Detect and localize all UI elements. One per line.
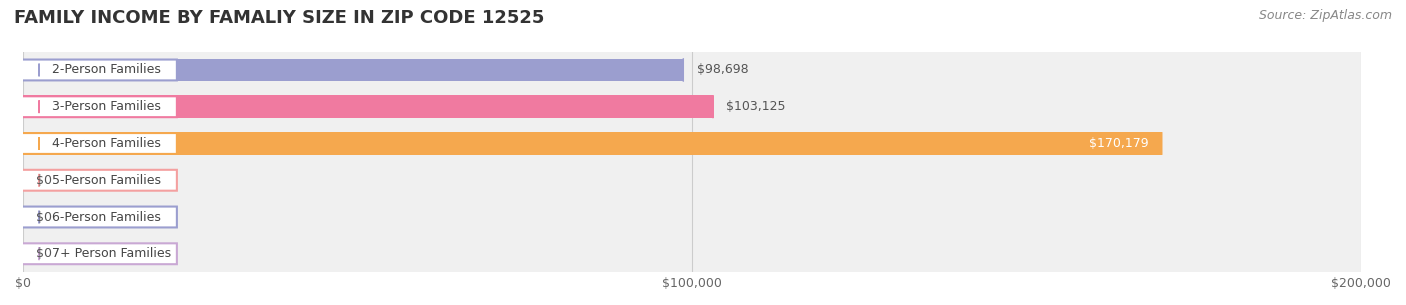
- Bar: [22, 199, 1361, 235]
- FancyBboxPatch shape: [15, 96, 177, 117]
- Text: FAMILY INCOME BY FAMALIY SIZE IN ZIP CODE 12525: FAMILY INCOME BY FAMALIY SIZE IN ZIP COD…: [14, 9, 544, 27]
- Text: $0: $0: [37, 174, 52, 187]
- FancyBboxPatch shape: [15, 206, 177, 228]
- Bar: [22, 162, 1361, 199]
- Bar: [22, 132, 1161, 155]
- Text: 4-Person Families: 4-Person Families: [52, 137, 162, 150]
- FancyBboxPatch shape: [15, 59, 177, 81]
- Bar: [22, 125, 1361, 162]
- FancyBboxPatch shape: [15, 170, 177, 191]
- Text: $0: $0: [37, 247, 52, 260]
- Bar: [22, 88, 1361, 125]
- Text: 2-Person Families: 2-Person Families: [52, 63, 162, 77]
- Text: $98,698: $98,698: [697, 63, 748, 77]
- Text: $0: $0: [37, 210, 52, 224]
- Bar: [22, 235, 1361, 272]
- Text: $170,179: $170,179: [1088, 137, 1149, 150]
- FancyBboxPatch shape: [15, 133, 177, 154]
- Text: 5-Person Families: 5-Person Families: [52, 174, 162, 187]
- Bar: [22, 52, 1361, 88]
- Bar: [22, 95, 713, 118]
- Text: 7+ Person Families: 7+ Person Families: [52, 247, 172, 260]
- Text: $103,125: $103,125: [727, 100, 786, 113]
- Text: Source: ZipAtlas.com: Source: ZipAtlas.com: [1258, 9, 1392, 22]
- Bar: [22, 59, 683, 81]
- Text: 6-Person Families: 6-Person Families: [52, 210, 162, 224]
- Text: 3-Person Families: 3-Person Families: [52, 100, 162, 113]
- FancyBboxPatch shape: [15, 243, 177, 264]
